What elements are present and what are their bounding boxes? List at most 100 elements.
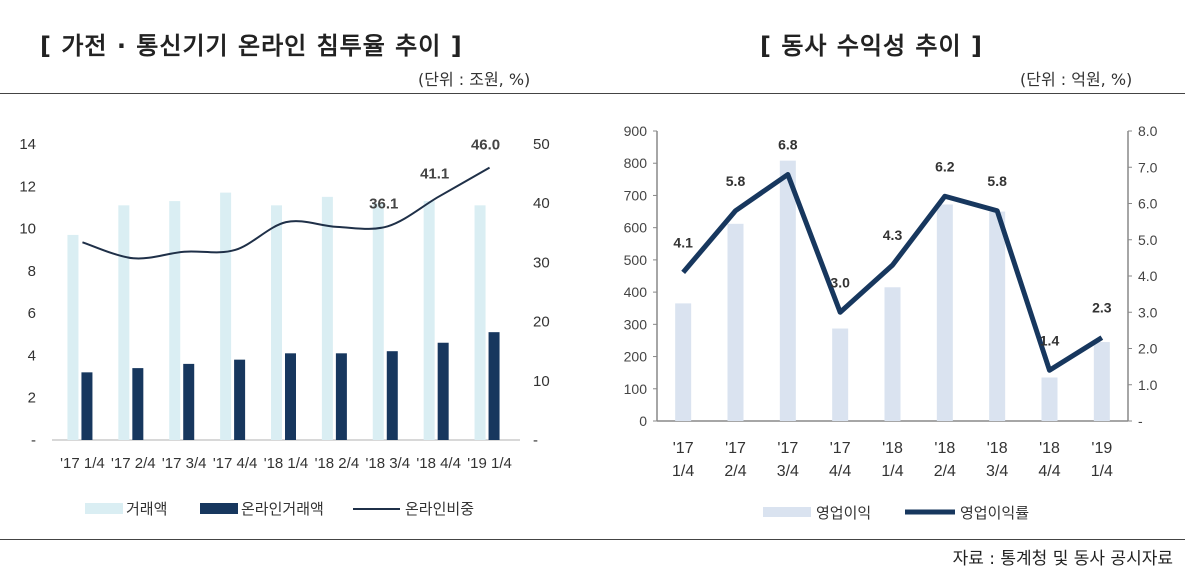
x-axis-tick: '17 <box>830 440 851 457</box>
x-axis-tick: '17 <box>673 440 694 457</box>
right-axis-tick: 1.0 <box>1138 377 1158 393</box>
bar-영업이익 <box>779 160 796 421</box>
x-axis-tick: '17 2/4 <box>111 455 156 472</box>
legend-label: 온라인비중 <box>405 501 474 518</box>
data-label: 6.8 <box>778 137 798 153</box>
left-axis-tick: 500 <box>624 252 648 268</box>
bar-거래액 <box>118 205 130 440</box>
x-axis-tick: 2/4 <box>724 463 746 480</box>
top-divider <box>0 93 1185 94</box>
left-axis-tick: 2 <box>28 390 36 407</box>
x-axis-tick: 3/4 <box>986 463 1008 480</box>
bar-온라인거래액 <box>386 351 398 440</box>
data-label: 6.2 <box>935 158 955 174</box>
x-axis-tick: '19 <box>1091 440 1112 457</box>
bar-거래액 <box>474 205 486 440</box>
bar-거래액 <box>169 201 181 440</box>
right-axis-tick: 10 <box>533 373 550 390</box>
line-온라인비중 <box>82 166 491 260</box>
x-axis-tick: 3/4 <box>777 463 799 480</box>
legend-label: 온라인거래액 <box>241 501 324 518</box>
bar-온라인거래액 <box>437 342 449 440</box>
bar-온라인거래액 <box>183 363 195 440</box>
right-axis-tick: 50 <box>533 136 550 153</box>
right-axis-tick: 6.0 <box>1138 196 1158 212</box>
x-axis-tick: '18 <box>882 440 903 457</box>
data-label: 36.1 <box>369 195 398 212</box>
x-axis-tick: '18 3/4 <box>365 455 410 472</box>
bottom-divider <box>0 539 1185 540</box>
bar-거래액 <box>220 192 232 440</box>
right-axis-tick: 20 <box>533 314 550 331</box>
right-axis-tick: - <box>533 432 538 449</box>
bar-영업이익 <box>832 328 849 421</box>
bar-온라인거래액 <box>81 372 93 440</box>
x-axis-tick: '17 1/4 <box>60 455 105 472</box>
left-axis-tick: 4 <box>28 347 36 364</box>
x-axis-tick: 1/4 <box>672 463 694 480</box>
data-label: 4.1 <box>673 234 693 250</box>
bar-영업이익 <box>989 211 1006 421</box>
left-axis-tick: 0 <box>639 413 647 429</box>
left-axis-tick: 6 <box>28 305 36 322</box>
data-label: 1.4 <box>1040 332 1060 348</box>
x-axis-tick: 4/4 <box>829 463 851 480</box>
bar-영업이익 <box>727 223 744 421</box>
left-axis-tick: 10 <box>19 221 36 238</box>
bar-영업이익 <box>1041 377 1058 421</box>
bar-거래액 <box>271 205 282 440</box>
left-axis-tick: 200 <box>624 349 648 365</box>
right-chart-unit: (단위 : 억원, %) <box>1020 70 1133 89</box>
data-label: 41.1 <box>420 166 449 183</box>
right-axis-tick: 40 <box>533 195 550 212</box>
source-note: 자료 : 통계청 및 동사 공시자료 <box>952 549 1173 569</box>
bar-영업이익 <box>1093 342 1110 421</box>
bar-온라인거래액 <box>285 353 296 440</box>
left-axis-tick: 8 <box>28 263 36 280</box>
bar-영업이익 <box>675 303 692 421</box>
data-label: 2.3 <box>1092 300 1112 316</box>
bar-거래액 <box>423 201 435 440</box>
x-axis-tick: 4/4 <box>1038 463 1060 480</box>
bar-거래액 <box>321 196 333 440</box>
legend-label: 거래액 <box>126 501 167 518</box>
right-axis-tick: 2.0 <box>1138 341 1158 357</box>
x-axis-tick: '17 3/4 <box>162 455 207 472</box>
x-axis-tick: '18 <box>987 440 1008 457</box>
left-axis-tick: 900 <box>624 123 648 139</box>
left-axis-tick: 100 <box>624 381 648 397</box>
x-axis-tick: 1/4 <box>881 463 903 480</box>
left-axis-tick: 800 <box>624 155 648 171</box>
left-axis-tick: 14 <box>19 136 36 153</box>
line-영업이익률 <box>681 172 1104 373</box>
x-axis-tick: '18 2/4 <box>315 455 360 472</box>
legend-label: 영업이익률 <box>960 505 1029 522</box>
x-axis-tick: '17 4/4 <box>213 455 258 472</box>
bar-온라인거래액 <box>488 332 500 440</box>
right-axis-tick: 7.0 <box>1138 159 1158 175</box>
legend-swatch-온라인거래액 <box>200 503 238 514</box>
right-axis-tick: 4.0 <box>1138 268 1158 284</box>
x-axis-tick: '18 4/4 <box>416 455 461 472</box>
right-axis-tick: 8.0 <box>1138 123 1158 139</box>
left-axis-tick: 700 <box>624 187 648 203</box>
data-label: 5.8 <box>987 173 1007 189</box>
legend-swatch-영업이익 <box>763 507 811 517</box>
left-axis-tick: - <box>31 432 36 449</box>
data-label: 46.0 <box>471 137 500 154</box>
x-axis-tick: '18 1/4 <box>264 455 309 472</box>
bar-온라인거래액 <box>234 359 246 440</box>
left-axis-tick: 600 <box>624 220 648 236</box>
right-axis-tick: 3.0 <box>1138 304 1158 320</box>
right-chart-title: [ 동사 수익성 추이 ] <box>760 32 983 60</box>
legend-swatch-거래액 <box>85 503 123 514</box>
x-axis-tick: '18 <box>934 440 955 457</box>
left-axis-tick: 400 <box>624 284 648 300</box>
bar-온라인거래액 <box>132 368 144 440</box>
x-axis-tick: '18 <box>1039 440 1060 457</box>
right-axis-tick: 30 <box>533 254 550 271</box>
x-axis-tick: '17 <box>725 440 746 457</box>
x-axis-tick: 2/4 <box>934 463 956 480</box>
bar-온라인거래액 <box>335 353 347 440</box>
